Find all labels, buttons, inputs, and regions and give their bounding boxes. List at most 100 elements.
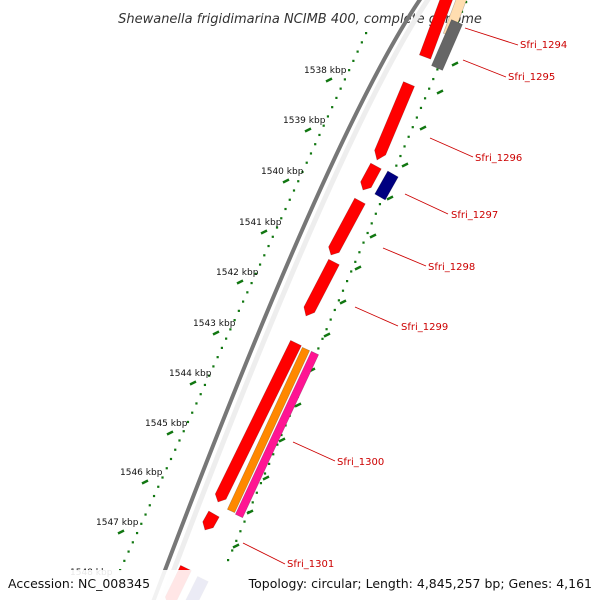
cds-sfri-1296	[374, 81, 415, 161]
tick-dot	[343, 78, 346, 81]
backbone-shade	[159, 0, 431, 600]
tick-dot	[365, 32, 368, 35]
tick-dot	[317, 347, 320, 350]
kbp-tick	[260, 229, 268, 235]
tick-dot	[337, 299, 340, 302]
kbp-label: 1545 kbp	[145, 419, 188, 429]
kbp-tick	[141, 479, 149, 485]
tick-dot	[331, 106, 334, 109]
tick-dot	[292, 189, 296, 192]
tick-dot	[301, 170, 304, 174]
tick-dot	[243, 520, 246, 523]
cds-sfri-1299	[303, 258, 340, 317]
cds-sfri-1301	[202, 510, 220, 531]
tick-dot	[305, 161, 308, 164]
minor-tick	[294, 402, 302, 408]
tick-dot	[212, 365, 215, 368]
tick-dot	[268, 462, 271, 465]
tick-dot	[362, 241, 365, 244]
tick-dot	[165, 467, 168, 470]
leader-line	[382, 247, 427, 267]
tick-dot	[199, 393, 202, 396]
cds-sfri-1297	[374, 170, 399, 201]
tick-dot	[419, 106, 423, 110]
tick-dot	[157, 485, 160, 488]
tick-dot	[335, 96, 338, 100]
tick-dot	[366, 231, 369, 235]
tick-dot	[370, 222, 373, 225]
gene-label: Sfri_1295	[508, 72, 555, 83]
tick-dot	[169, 457, 173, 461]
tick-dot	[208, 374, 211, 377]
kbp-label: 1542 kbp	[216, 268, 259, 278]
accession-text: Accession: NC_008345	[8, 576, 150, 591]
gene-labels: Sfri_1294 Sfri_1295 Sfri_1296 Sfri_1297 …	[287, 40, 567, 570]
tick-dot	[280, 217, 283, 220]
leader-line	[462, 59, 507, 78]
tick-dot	[263, 472, 267, 475]
gene-label: Sfri_1296	[475, 153, 522, 164]
tick-dot	[231, 549, 234, 552]
tick-dot	[259, 482, 263, 485]
minor-tick	[354, 265, 362, 271]
tick-dot	[432, 77, 435, 81]
minor-tick	[278, 437, 286, 443]
backbone-arc	[151, 0, 423, 600]
kbp-label: 1546 kbp	[120, 468, 163, 478]
kbp-label: 1544 kbp	[169, 369, 212, 379]
tick-dot	[314, 143, 317, 146]
cds-sfri-1294	[418, 0, 453, 60]
gene-label: Sfri_1294	[520, 40, 567, 51]
tick-dot	[374, 212, 377, 215]
tick-dot	[276, 443, 279, 446]
kbp-label: 1540 kbp	[261, 167, 304, 177]
cds-sfri-1295	[431, 19, 463, 71]
tick-dot	[403, 145, 406, 148]
tick-dot	[135, 531, 139, 535]
tick-dot	[297, 180, 300, 183]
tick-dot	[161, 476, 164, 479]
tick-dot	[235, 539, 238, 542]
tick-dot	[356, 50, 359, 53]
tick-dot	[465, 1, 468, 4]
minor-tick	[246, 509, 254, 515]
gene-features	[164, 0, 467, 600]
cds-sfri-1300	[214, 339, 302, 503]
gene-label: Sfri_1301	[287, 559, 334, 570]
tick-dot	[229, 328, 232, 331]
minor-tick	[401, 162, 409, 168]
topology-text: Topology: circular; Length: 4,845,257 bp…	[248, 576, 592, 591]
tick-dot	[354, 260, 357, 263]
leader-line	[404, 193, 449, 215]
leader-line	[292, 441, 336, 462]
tick-dot	[280, 433, 283, 437]
kbp-tick	[166, 430, 174, 436]
tick-dot	[407, 135, 410, 138]
tick-dot	[352, 59, 355, 62]
footer-background	[0, 570, 600, 600]
kbp-label: 1547 kbp	[96, 518, 139, 528]
tick-marks	[117, 1, 468, 572]
gene-label: Sfri_1300	[337, 457, 384, 468]
tick-dot	[127, 550, 130, 553]
minor-tick	[339, 299, 347, 305]
minor-tick	[386, 195, 394, 201]
tick-dot	[275, 226, 279, 229]
tick-dot	[325, 328, 328, 331]
feature-orange	[226, 346, 311, 514]
leader-line	[464, 27, 519, 46]
tick-dot	[239, 530, 242, 533]
leader-line	[242, 542, 286, 565]
leader-line	[354, 306, 399, 327]
kbp-tick	[117, 529, 125, 535]
cds-sfri-1298	[328, 197, 366, 256]
tick-dot	[428, 87, 431, 90]
kbp-tick	[189, 380, 197, 386]
tick-dot	[203, 383, 207, 387]
tick-dot	[272, 453, 275, 456]
tick-dot	[318, 133, 321, 137]
gene-label: Sfri_1298	[428, 262, 475, 273]
tick-dot	[411, 126, 414, 129]
tick-dot	[195, 402, 198, 405]
